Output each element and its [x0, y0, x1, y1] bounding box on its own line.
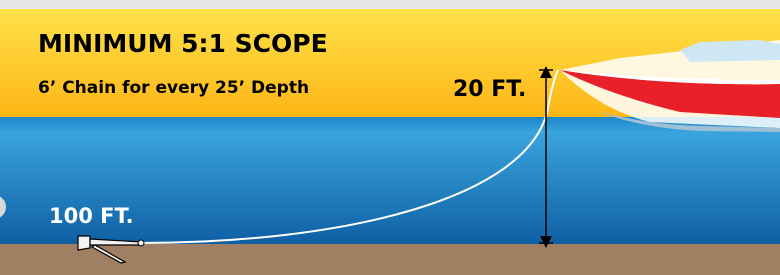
subtitle: 6’ Chain for every 25’ Depth [38, 78, 309, 98]
scope-diagram: MINIMUM 5:1 SCOPE 6’ Chain for every 25’… [0, 0, 780, 275]
title: MINIMUM 5:1 SCOPE [38, 29, 328, 58]
top-strip [0, 0, 780, 9]
rode-label: 100 FT. [49, 204, 134, 228]
depth-label: 20 FT. [453, 77, 526, 102]
